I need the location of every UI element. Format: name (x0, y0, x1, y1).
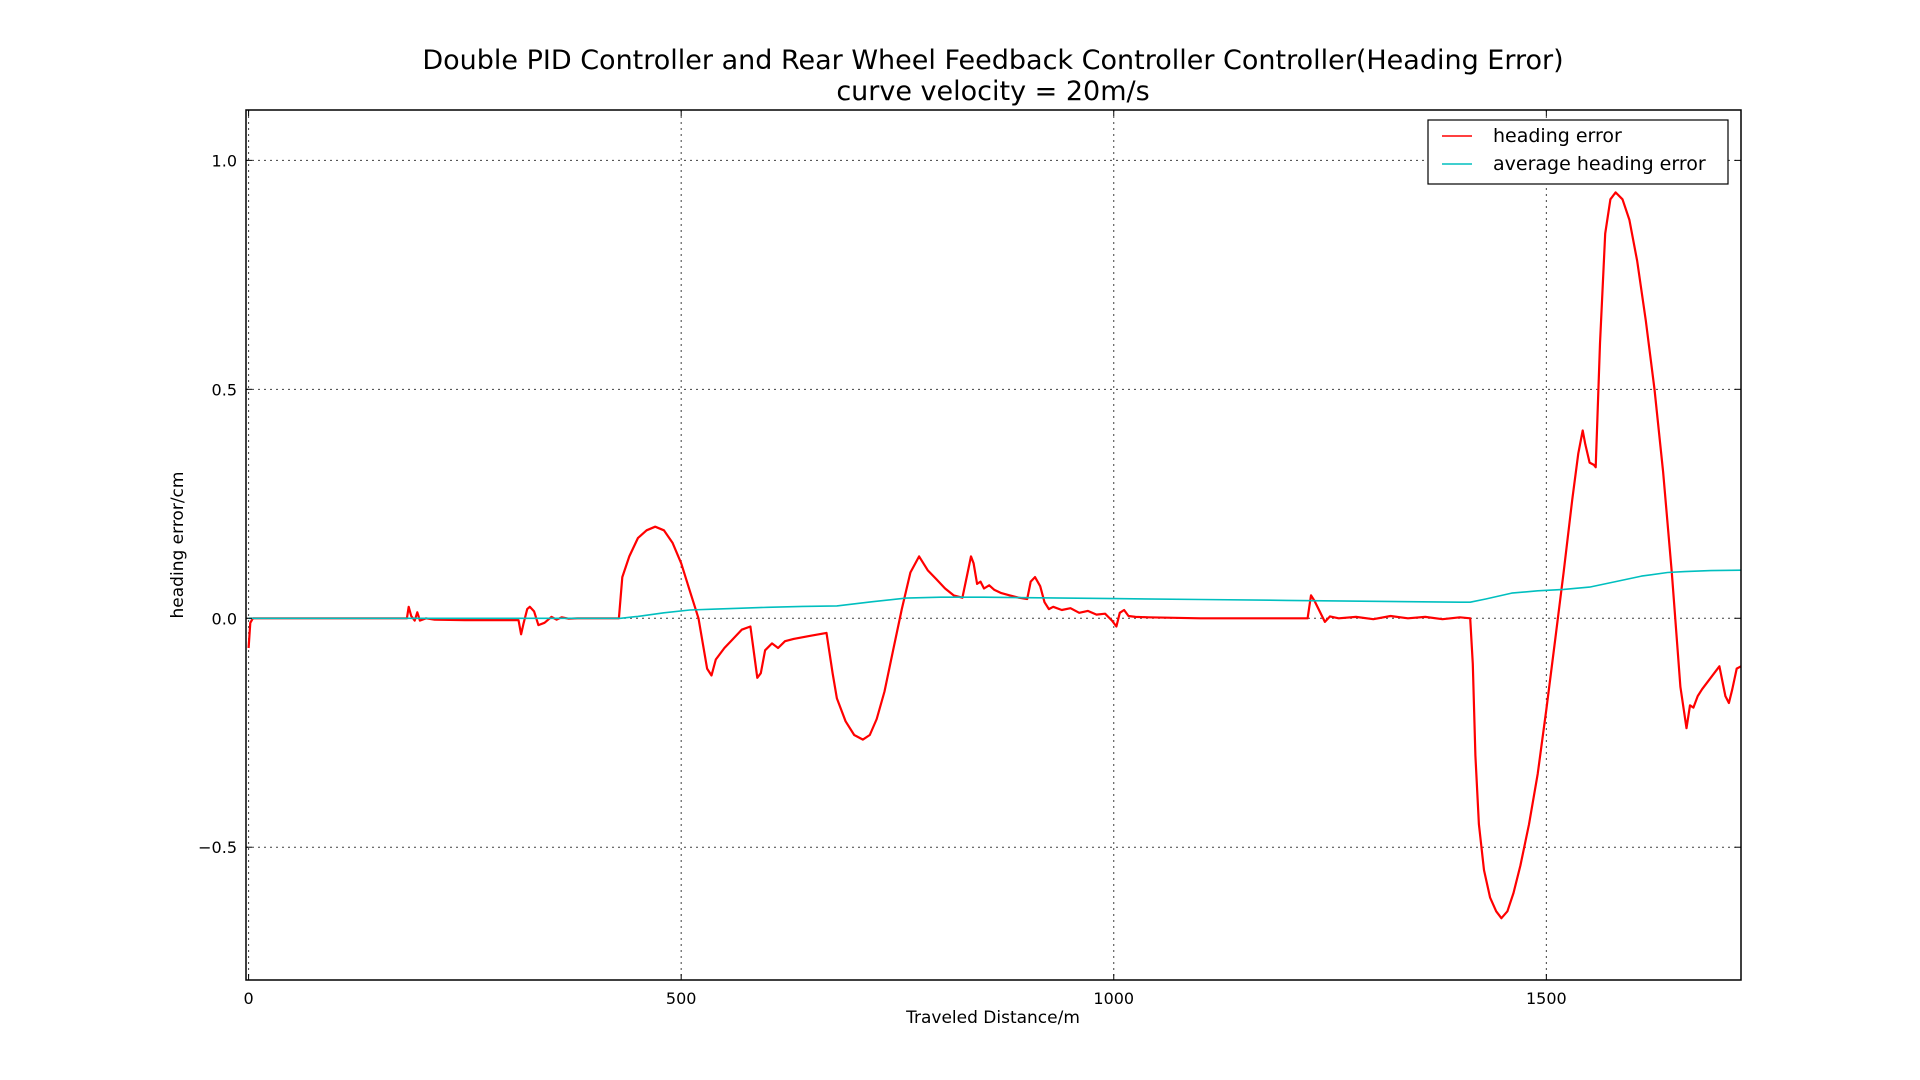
legend-label-heading-error: heading error (1493, 125, 1622, 147)
x-axis-label: Traveled Distance/m (905, 1008, 1080, 1028)
plot-frame (245, 109, 1742, 981)
y-axis-label: heading error/cm (168, 472, 188, 619)
grid-lines (246, 110, 1741, 980)
y-tick-label: 1.0 (212, 151, 237, 170)
legend-label-average-heading-error: average heading error (1493, 153, 1706, 175)
chart-subtitle: curve velocity = 20m/s (836, 76, 1149, 107)
y-tick-label: 0.0 (212, 609, 237, 628)
legend-box (1427, 119, 1729, 185)
x-axis-ticks: 0 500 1000 1500 (244, 110, 1567, 1008)
series-line-average-heading-error (248, 569, 1741, 620)
legend: heading error average heading error (1427, 119, 1729, 185)
y-tick-label: −0.5 (198, 838, 237, 857)
x-tick-label: 1000 (1093, 989, 1134, 1008)
x-tick-label: 0 (244, 989, 254, 1008)
series-layer (247, 191, 1741, 920)
x-tick-label: 1500 (1526, 989, 1567, 1008)
y-tick-label: 0.5 (212, 380, 237, 399)
y-axis-ticks: −0.5 0.0 0.5 1.0 (198, 151, 1741, 857)
chart-title: Double PID Controller and Rear Wheel Fee… (422, 45, 1563, 76)
x-tick-label: 500 (666, 989, 697, 1008)
